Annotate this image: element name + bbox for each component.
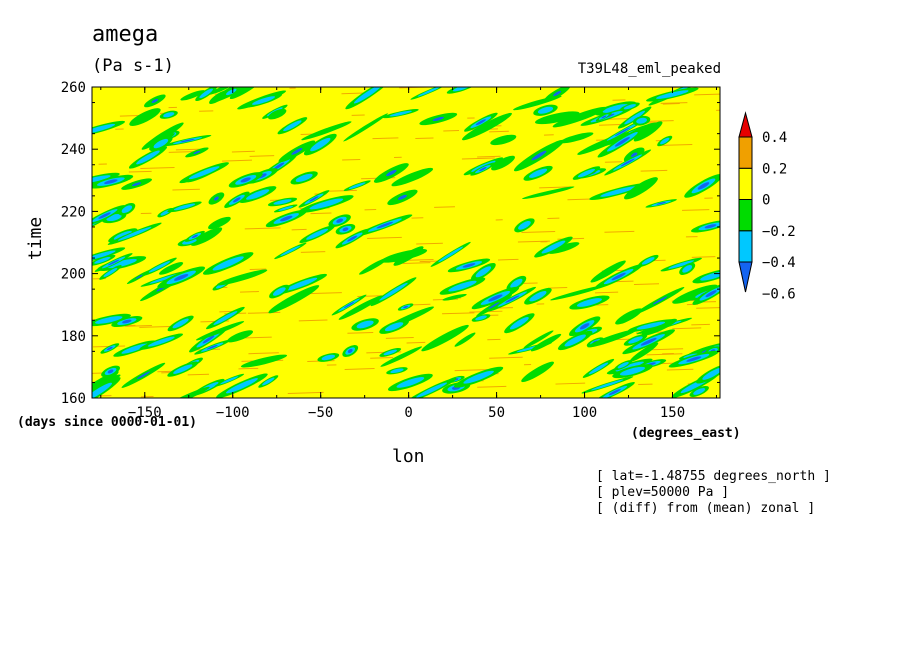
x-tick-label: 50 (488, 405, 505, 421)
y-tick-label: 220 (61, 204, 86, 220)
plot-frame (91, 86, 721, 399)
annotation-lat: [ lat=-1.48755 degrees_north ] (596, 469, 831, 484)
colorbar: 0.4 0.2 0 −0.2 −0.4 −0.6 (738, 111, 796, 302)
chart-title: amega (92, 22, 159, 47)
x-tick-label: 150 (660, 405, 685, 421)
colorbar-label: −0.4 (762, 255, 796, 271)
colorbar-label: −0.2 (762, 224, 796, 240)
colorbar-segment (738, 167, 753, 200)
axes: −150 −100 −50 0 50 100 150 160 180 200 220 240 260 (61, 80, 721, 421)
y-tick-label: 160 (61, 391, 86, 407)
y-tick-label: 240 (61, 142, 86, 158)
x-tick-label: −150 (128, 405, 162, 421)
y-axis-units: (days since 0000-01-01) (17, 415, 198, 430)
y-tick-label: 180 (61, 329, 86, 345)
colorbar-segment (738, 261, 753, 293)
colorbar-segment (738, 111, 753, 138)
annotation-diff: [ (diff) from (mean) zonal ] (596, 501, 816, 516)
x-tick-label: 100 (572, 405, 597, 421)
colorbar-label: −0.6 (762, 286, 796, 302)
chart-units: (Pa s-1) (92, 56, 174, 76)
y-tick-label: 200 (61, 267, 86, 283)
colorbar-segment (738, 136, 753, 169)
x-axis-label: lon (392, 446, 425, 467)
plot-area (92, 87, 720, 398)
x-tick-label: −100 (216, 405, 250, 421)
x-tick-label: −50 (308, 405, 333, 421)
colorbar-label: 0 (762, 193, 770, 209)
annotation-plev: [ plev=50000 Pa ] (596, 485, 730, 500)
x-tick-label: 0 (404, 405, 412, 421)
colorbar-label: 0.4 (762, 130, 787, 146)
y-tick-label: 260 (61, 80, 86, 96)
run-name: T39L48_eml_peaked (577, 61, 721, 77)
colorbar-label: 0.2 (762, 161, 787, 177)
colorbar-segment (738, 230, 753, 263)
x-axis-units: (degrees_east) (631, 426, 741, 441)
colorbar-segment (738, 199, 753, 232)
